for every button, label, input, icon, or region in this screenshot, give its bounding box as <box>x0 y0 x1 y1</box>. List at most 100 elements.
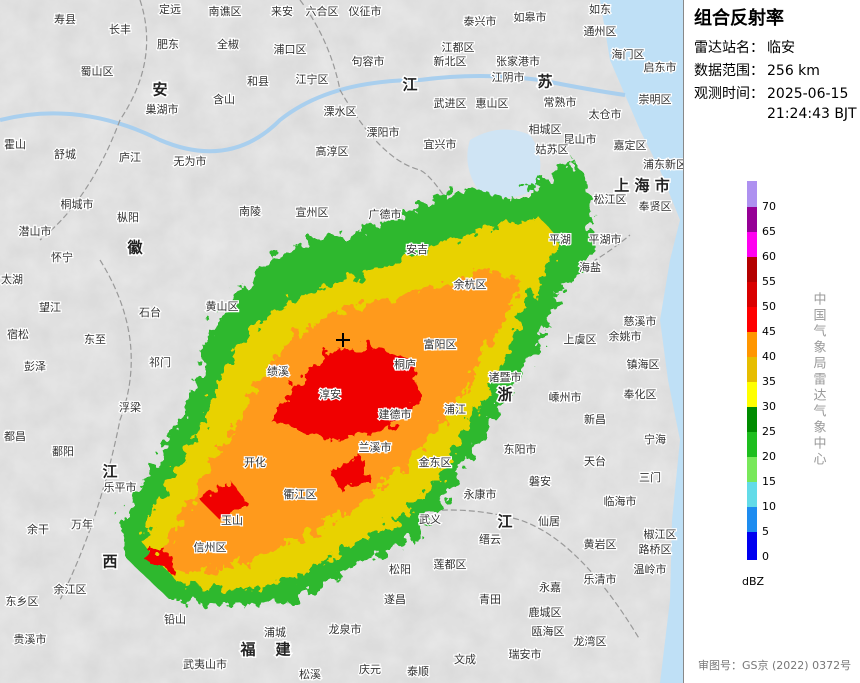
map-label: 安吉 <box>406 242 428 256</box>
map-label: 庐江 <box>119 150 141 164</box>
map-label: 太湖 <box>1 273 23 286</box>
obs-time: 21:24:43 BJT <box>767 106 857 122</box>
map-label: 巢湖市 <box>146 102 179 116</box>
legend-label: 55 <box>762 275 776 288</box>
map-label: 常熟市 <box>544 95 577 109</box>
map-label: 庆元 <box>359 662 381 676</box>
map-label: 武义 <box>419 513 441 526</box>
legend-swatch <box>747 357 757 382</box>
map-label: 高淳区 <box>316 144 349 158</box>
map-label: 永康市 <box>464 487 497 501</box>
map-label: 通州区 <box>584 25 617 38</box>
map-label: 长丰 <box>109 23 131 36</box>
map-label: 泰兴市 <box>464 14 497 28</box>
map-label: 路桥区 <box>639 543 672 556</box>
map-label: 武进区 <box>434 97 467 110</box>
map-label: 诸暨市 <box>489 370 522 384</box>
map-label: 石台 <box>139 305 161 319</box>
echo-45 <box>145 345 420 572</box>
province-border <box>39 0 641 641</box>
info-panel <box>683 0 860 683</box>
map-label: 和县 <box>247 75 269 88</box>
map-label: 太仓市 <box>589 107 622 121</box>
obs-date: 2025-06-15 <box>767 86 848 102</box>
map-label: 余杭区 <box>454 277 487 291</box>
map-label: 含山 <box>213 92 235 106</box>
map-label: 泰顺 <box>407 664 429 678</box>
range-label: 数据范围： <box>694 62 764 79</box>
map-label: 天台 <box>584 454 606 468</box>
map-label: 上虞区 <box>564 332 597 346</box>
map-label: 浮梁 <box>119 400 141 414</box>
map-label: 平湖市 <box>589 232 622 246</box>
map-label: 富阳区 <box>424 337 457 351</box>
map-label: 镇海区 <box>627 357 660 371</box>
map-label: 浦口区 <box>274 43 307 56</box>
station-label: 雷达站名： <box>694 40 764 56</box>
legend-swatch <box>747 257 757 282</box>
legend-label: 20 <box>762 450 776 463</box>
legend-swatch <box>747 532 757 560</box>
region-label: 江 <box>497 513 512 531</box>
map-label: 如皋市 <box>514 10 547 24</box>
map-label: 启东市 <box>644 60 677 74</box>
region-label: 建 <box>275 641 291 659</box>
legend-label: 5 <box>762 525 769 538</box>
map-label: 鹿城区 <box>529 605 562 619</box>
map-label: 江阴市 <box>492 70 525 84</box>
map-label: 定远 <box>159 2 181 16</box>
map-label: 玉山 <box>221 514 243 527</box>
map-label: 余干 <box>27 522 49 536</box>
legend-swatch <box>747 207 757 232</box>
map-label: 溧阳市 <box>367 125 400 139</box>
map-label: 桐庐 <box>394 357 416 371</box>
map-label: 寿县 <box>54 12 76 26</box>
map-label: 磐安 <box>529 474 551 488</box>
map-label: 温岭市 <box>634 562 667 576</box>
map-label: 潜山市 <box>19 224 52 238</box>
legend-label: 35 <box>762 375 776 388</box>
map-label: 海盐 <box>579 260 601 274</box>
map-label: 奉化区 <box>624 387 657 401</box>
river <box>0 74 626 154</box>
map-label: 余江区 <box>54 582 87 596</box>
legend-label: 45 <box>762 325 776 338</box>
map-label: 东阳市 <box>504 442 537 456</box>
map-label: 如东 <box>589 2 611 16</box>
map-label: 松江区 <box>594 192 627 206</box>
legend-label: 25 <box>762 425 776 438</box>
map-label: 信州区 <box>194 541 227 554</box>
legend-swatch <box>747 507 757 532</box>
legend-label: 70 <box>762 200 776 213</box>
legend-label: 30 <box>762 400 776 413</box>
map-label: 嘉定区 <box>614 138 647 152</box>
map-label: 来安 <box>271 4 293 18</box>
map-label: 瑞安市 <box>509 647 542 661</box>
region-label: 上 海 市 <box>614 177 669 195</box>
map-label: 遂昌 <box>384 592 406 606</box>
map-label: 姑苏区 <box>536 143 569 156</box>
map-label: 乐平市 <box>104 480 137 494</box>
map-label: 宣州区 <box>296 205 329 219</box>
map-label: 全椒 <box>217 37 239 51</box>
map-label: 六合区 <box>306 4 339 18</box>
map-label: 祁门 <box>149 355 171 369</box>
legend: 0 5 10 15 20 25 30 35 40 45 50 55 60 65 70 <box>747 181 776 563</box>
map-label: 广德市 <box>369 207 402 221</box>
map-label: 浦江 <box>444 403 466 416</box>
region-label: 福 <box>239 641 255 659</box>
map-label: 松阳 <box>389 562 411 576</box>
map-label: 舒城 <box>54 147 76 161</box>
map-label: 都昌 <box>4 430 26 443</box>
approval-number: 审图号：GS京 (2022) 0372号 <box>698 658 851 672</box>
legend-swatch <box>747 457 757 482</box>
map-label: 句容市 <box>352 54 385 68</box>
map-label: 武夷山市 <box>183 657 227 671</box>
map-label: 昆山市 <box>564 132 597 146</box>
map-label: 乐清市 <box>584 572 617 586</box>
lake <box>467 129 541 198</box>
map-label: 东至 <box>84 333 106 346</box>
legend-label: 60 <box>762 250 776 263</box>
map-label: 南陵 <box>239 205 261 218</box>
